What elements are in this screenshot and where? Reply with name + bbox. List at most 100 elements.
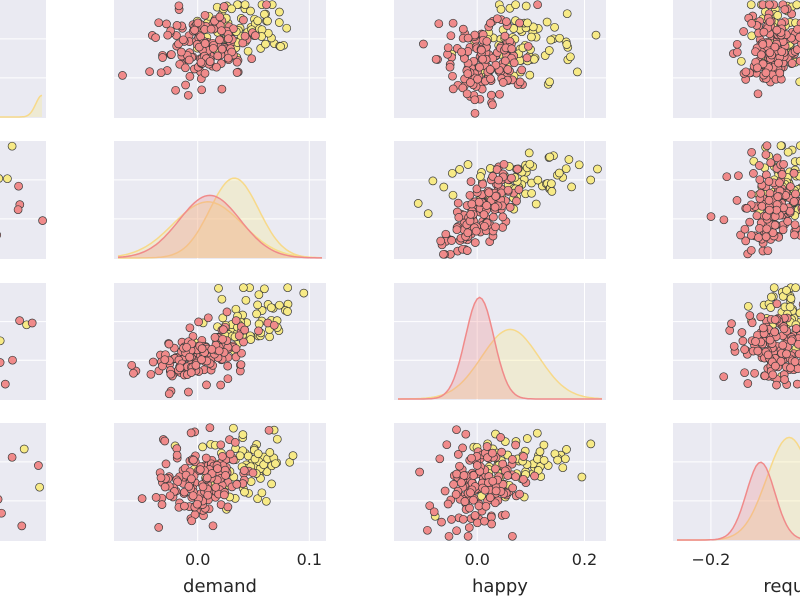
kde-yellow-line <box>117 201 323 259</box>
point-red <box>514 185 524 194</box>
point-yellow <box>795 156 800 166</box>
point-red <box>423 525 432 535</box>
point-red <box>189 455 198 465</box>
point-red <box>772 205 781 215</box>
point-red <box>763 350 773 360</box>
panel-3-2 <box>394 423 606 541</box>
point-red <box>151 33 160 42</box>
point-red <box>503 185 513 195</box>
point-red <box>215 35 224 45</box>
point-yellow <box>577 472 587 482</box>
point-red <box>129 368 138 378</box>
point-red <box>490 498 500 508</box>
point-red <box>768 370 778 380</box>
kde-yellow-area <box>118 201 322 258</box>
point-red <box>231 316 241 325</box>
point-red <box>722 172 732 182</box>
point-red <box>223 361 233 371</box>
point-red <box>8 355 17 365</box>
point-red <box>452 225 462 235</box>
point-red <box>217 44 227 54</box>
point-red <box>466 177 476 186</box>
kde-yellow-line <box>398 328 603 400</box>
point-yellow <box>554 168 564 178</box>
point-red <box>780 375 789 384</box>
point-red <box>508 531 517 541</box>
point-yellow <box>527 188 536 198</box>
point-red <box>160 482 170 492</box>
panel-background <box>0 141 46 259</box>
point-red <box>742 204 752 213</box>
point-red <box>439 249 448 259</box>
point-yellow <box>555 33 564 43</box>
kde-yellow-area <box>0 95 42 117</box>
kde-red-area <box>118 195 322 258</box>
point-red <box>452 526 461 536</box>
point-yellow <box>525 70 535 80</box>
point-red <box>156 68 166 78</box>
point-red <box>470 511 480 520</box>
point-red <box>463 69 473 79</box>
point-yellow <box>455 165 464 174</box>
point-red <box>515 18 524 28</box>
kde-yellow-peak-area <box>118 178 322 258</box>
point-red <box>248 468 258 478</box>
point-red <box>780 5 790 14</box>
point-red <box>470 238 480 247</box>
point-yellow <box>448 190 458 200</box>
point-red <box>455 461 464 471</box>
point-red <box>497 447 506 457</box>
point-red <box>765 0 774 10</box>
point-red <box>154 18 164 28</box>
point-red <box>211 482 221 492</box>
point-red <box>502 17 511 26</box>
point-red <box>755 175 765 185</box>
point-yellow <box>265 332 274 342</box>
point-red <box>127 360 137 370</box>
point-red <box>474 197 484 207</box>
point-red <box>181 80 190 90</box>
point-red <box>234 331 244 341</box>
point-yellow <box>539 455 549 465</box>
point-red <box>746 189 756 199</box>
point-red <box>465 503 474 513</box>
point-red <box>216 440 226 450</box>
point-red <box>187 516 197 526</box>
point-red <box>216 380 226 390</box>
point-red <box>741 236 751 246</box>
point-yellow <box>246 6 255 16</box>
point-red <box>794 349 800 359</box>
panel-2-2 <box>394 283 606 400</box>
point-red <box>787 58 797 68</box>
point-red <box>488 100 497 110</box>
point-yellow <box>558 463 568 473</box>
point-yellow <box>261 496 271 506</box>
point-yellow <box>792 0 800 10</box>
point-red <box>161 459 171 469</box>
point-red <box>447 515 456 524</box>
point-red <box>190 25 199 35</box>
point-red <box>732 47 742 57</box>
point-red <box>727 319 736 328</box>
point-red <box>469 495 478 505</box>
panel-2-3 <box>673 283 800 400</box>
point-red <box>500 31 510 41</box>
point-yellow <box>522 434 532 443</box>
point-red <box>473 74 482 84</box>
point-red <box>200 39 210 48</box>
point-red <box>453 450 463 459</box>
point-red <box>491 464 500 474</box>
point-red <box>487 90 496 100</box>
point-yellow <box>288 451 298 460</box>
point-yellow <box>736 56 746 66</box>
point-yellow <box>527 32 536 42</box>
point-red <box>191 360 201 370</box>
point-red <box>222 307 232 317</box>
point-yellow <box>562 445 571 454</box>
point-red <box>795 56 800 66</box>
point-red <box>203 313 213 323</box>
point-red <box>0 358 5 367</box>
point-red <box>472 461 482 470</box>
